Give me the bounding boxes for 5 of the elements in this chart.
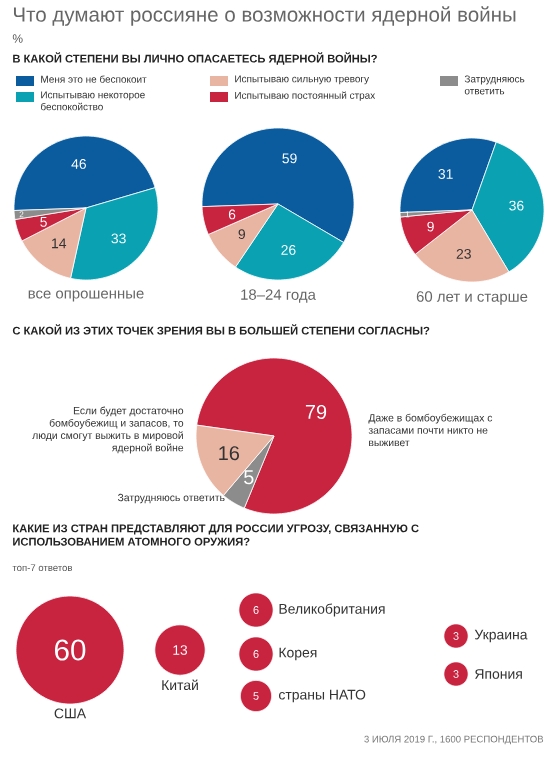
- data-label: 60: [54, 639, 86, 661]
- data-label: 5: [244, 470, 254, 485]
- text: Что думают россияне о возможности ядерной войны: [13, 6, 516, 26]
- data-label: 79: [305, 404, 327, 419]
- data-label: 16: [219, 446, 240, 461]
